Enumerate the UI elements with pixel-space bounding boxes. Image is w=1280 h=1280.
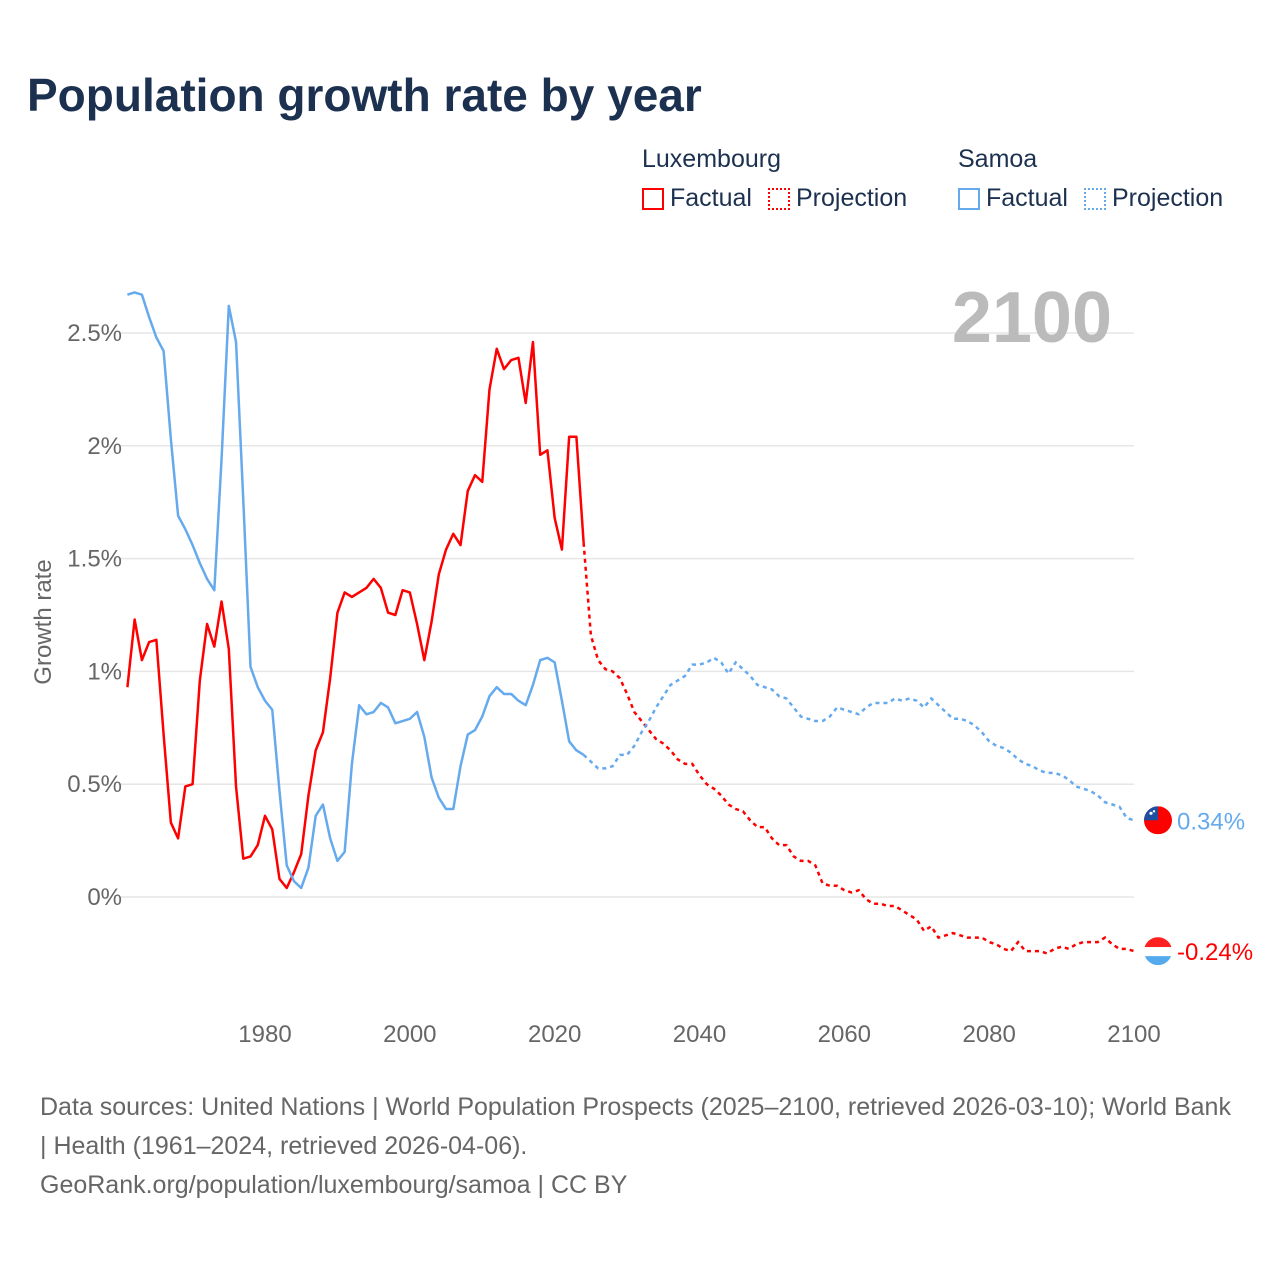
samoa-projection-line — [582, 656, 1135, 822]
y-tick-label: 1% — [87, 658, 122, 685]
x-tick-label: 2020 — [528, 1021, 581, 1048]
y-axis-label: Growth rate — [30, 559, 57, 684]
chart-title: Population growth rate by year — [27, 69, 702, 121]
dotted-swatch-icon — [1083, 187, 1106, 210]
solid-swatch-icon — [958, 187, 980, 210]
x-tick-label: 2060 — [818, 1021, 871, 1048]
y-tick-label: 1.5% — [67, 546, 122, 573]
legend-label: Factual — [986, 184, 1068, 212]
x-tick-label: 2040 — [673, 1021, 726, 1048]
dotted-swatch-icon — [767, 187, 790, 210]
y-tick-label: 0.5% — [67, 771, 122, 798]
solid-swatch-icon — [642, 187, 664, 210]
legend-label: Projection — [1111, 184, 1224, 212]
legend-item-samoa-factual[interactable]: Factual — [958, 184, 1068, 213]
y-tick-label: 0% — [87, 884, 122, 911]
footer: Data sources: United Nations | World Pop… — [40, 1088, 1240, 1205]
legend-item-samoa-projection[interactable]: Projection — [1083, 184, 1224, 213]
line-chart: 0% 0.5% 1% 1.5% 2% 2.5% 1980 2000 2020 2040 2060 20… — [30, 278, 1253, 1048]
legend-label: Factual — [670, 184, 752, 212]
data-sources: Data sources: United Nations | World Pop… — [40, 1093, 1231, 1160]
source-url[interactable]: GeoRank.org/population/luxembourg/samoa … — [40, 1171, 628, 1199]
year-indicator: 2100 — [952, 278, 1112, 358]
luxembourg-flag-icon — [1144, 937, 1172, 966]
x-tick-label: 2100 — [1107, 1021, 1160, 1048]
luxembourg-projection-line — [582, 542, 1135, 955]
samoa-flag-icon — [1144, 806, 1172, 835]
luxembourg-factual-line — [126, 340, 585, 890]
legend-samoa: Samoa Factual Projection — [958, 145, 1223, 213]
legend-title-samoa: Samoa — [958, 145, 1038, 173]
legend-label: Projection — [795, 184, 908, 212]
y-tick-label: 2% — [87, 433, 122, 460]
x-tick-label: 2000 — [383, 1021, 436, 1048]
x-tick-label: 2080 — [962, 1021, 1015, 1048]
samoa-end-value-label: 0.34% — [1177, 808, 1245, 835]
x-tick-label: 1980 — [238, 1021, 291, 1048]
legend-item-luxembourg-factual[interactable]: Factual — [642, 184, 752, 213]
legend-title-luxembourg: Luxembourg — [642, 145, 781, 173]
luxembourg-end-value-label: -0.24% — [1177, 939, 1253, 966]
legend-luxembourg: Luxembourg Factual Projection — [642, 145, 907, 213]
legend-item-luxembourg-projection[interactable]: Projection — [767, 184, 908, 213]
y-tick-label: 2.5% — [67, 320, 122, 347]
samoa-factual-line — [127, 291, 585, 890]
